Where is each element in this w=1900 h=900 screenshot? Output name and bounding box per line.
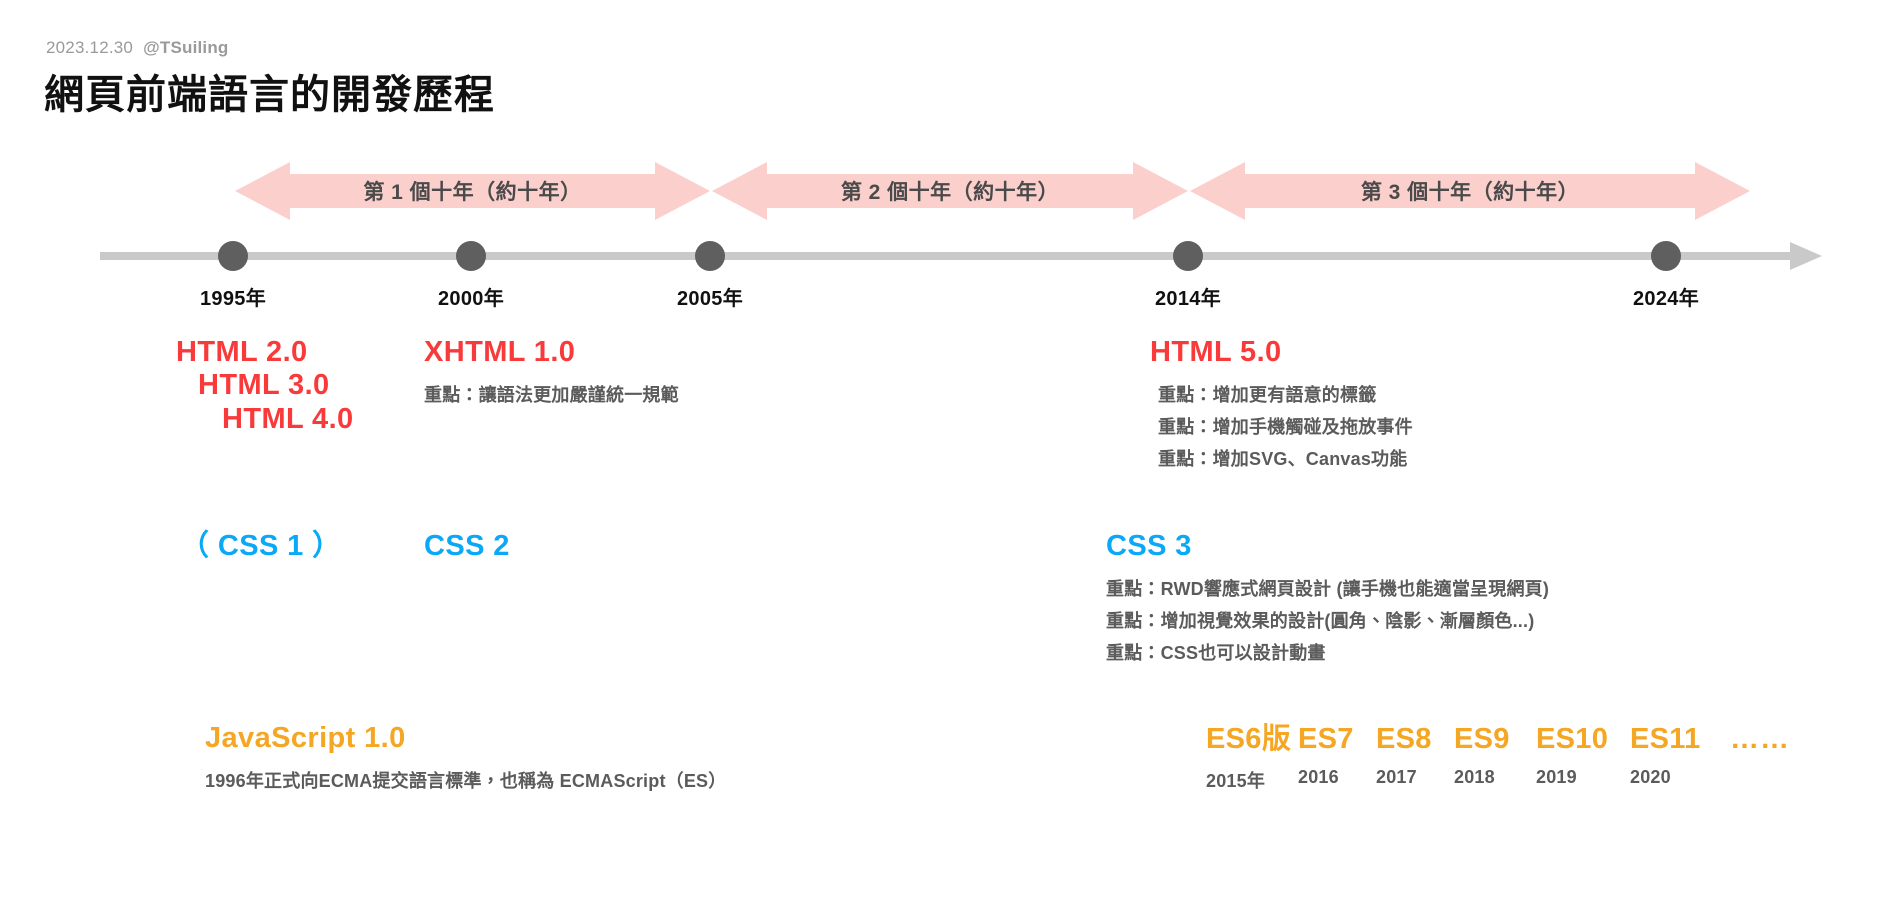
entry-xhtml: XHTML 1.0 重點：讓語法更加嚴謹統一規範 — [424, 336, 679, 411]
es-name-es10: ES10 — [1536, 723, 1609, 755]
es-year-es9: 2018 — [1454, 766, 1495, 787]
es-year-es11: 2020 — [1630, 766, 1671, 787]
year-label-2005: 2005年 — [677, 288, 743, 310]
es-column-es7: ES7 2016 — [1298, 722, 1376, 788]
es-year-es7: 2016 — [1298, 766, 1339, 787]
es-name-es8: ES8 — [1376, 723, 1432, 755]
css3-note-1: 重點：RWD響應式網頁設計 (讓手機也能適當呈現網頁) — [1106, 579, 1550, 600]
entry-css2: CSS 2 — [424, 530, 510, 563]
es-name-es7: ES7 — [1298, 723, 1354, 755]
es-column-es6: ES6版 2015年 — [1206, 722, 1298, 793]
es-column-es11: ES11 2020 — [1630, 722, 1730, 788]
entry-javascript: JavaScript 1.0 1996年正式向ECMA提交語言標準，也稱為 EC… — [205, 722, 726, 797]
es-column-es8: ES8 2017 — [1376, 722, 1454, 788]
javascript-note-1: 1996年正式向ECMA提交語言標準，也稱為 ECMAScript（ES） — [205, 771, 727, 792]
es-name-es6: ES6版 — [1206, 723, 1292, 755]
html-version-3: HTML 3.0 — [198, 369, 330, 402]
entry-ecmascript-versions: ES6版 2015年 ES7 2016 ES8 2017 ES9 2018 ES… — [1206, 722, 1790, 793]
css2-title: CSS 2 — [424, 530, 510, 562]
decade-label-3: 第 3 個十年（約十年） — [1360, 181, 1580, 204]
es-name-es11: ES11 — [1630, 723, 1701, 755]
html5-title: HTML 5.0 — [1150, 336, 1282, 368]
html-version-4: HTML 4.0 — [222, 402, 354, 435]
es-year-es10: 2019 — [1536, 766, 1577, 787]
css3-note-2: 重點：增加視覺效果的設計(圓角、陰影、漸層顏色...) — [1106, 611, 1535, 632]
axis-line-icon — [100, 241, 1822, 271]
css3-title: CSS 3 — [1106, 530, 1192, 562]
entry-css1: （ CSS 1 ） — [180, 530, 342, 563]
decade-band: 第 1 個十年（約十年） 第 2 個十年（約十年） 第 3 個十年（約十年） — [0, 160, 1900, 222]
page-title: 網頁前端語言的開發歷程 — [44, 73, 495, 117]
entry-css3: CSS 3 重點：RWD響應式網頁設計 (讓手機也能適當呈現網頁) 重點：增加視… — [1106, 530, 1549, 669]
byline-handle: @TSuiling — [143, 38, 229, 57]
html5-note-2: 重點：增加手機觸碰及拖放事件 — [1158, 417, 1413, 438]
xhtml-note-1: 重點：讓語法更加嚴謹統一規範 — [424, 385, 679, 406]
year-label-2000: 2000年 — [438, 288, 504, 310]
html5-note-1: 重點：增加更有語意的標籤 — [1158, 385, 1377, 406]
year-label-2024: 2024年 — [1633, 288, 1699, 310]
es-column-more: …… — [1730, 722, 1790, 757]
year-label-2014: 2014年 — [1155, 288, 1221, 310]
year-label-1995: 1995年 — [200, 288, 266, 310]
es-year-es8: 2017 — [1376, 766, 1417, 787]
entry-html-early: HTML 2.0 HTML 3.0 HTML 4.0 — [176, 336, 354, 436]
entry-html5: HTML 5.0 重點：增加更有語意的標籤 重點：增加手機觸碰及拖放事件 重點：… — [1150, 336, 1413, 475]
es-name-es9: ES9 — [1454, 723, 1510, 755]
xhtml-title: XHTML 1.0 — [424, 336, 576, 368]
byline-date: 2023.12.30 — [46, 38, 134, 57]
es-column-es10: ES10 2019 — [1536, 722, 1630, 788]
css1-title: （ CSS 1 ） — [180, 530, 342, 562]
html5-note-3: 重點：增加SVG、Canvas功能 — [1158, 449, 1408, 470]
byline: 2023.12.30 @TSuiling — [46, 38, 229, 58]
decade-label-1: 第 1 個十年（約十年） — [363, 181, 582, 204]
axis-arrowhead-icon — [1790, 242, 1822, 270]
es-ellipsis: …… — [1730, 723, 1790, 755]
es-year-es6: 2015年 — [1206, 770, 1266, 791]
timeline-axis — [0, 232, 1900, 292]
javascript-title: JavaScript 1.0 — [205, 722, 406, 754]
css3-note-3: 重點：CSS也可以設計動畫 — [1106, 643, 1326, 664]
decade-arrows-icon — [235, 162, 1750, 220]
es-column-es9: ES9 2018 — [1454, 722, 1536, 788]
html-version-2: HTML 2.0 — [176, 336, 308, 368]
decade-label-2: 第 2 個十年（約十年） — [840, 181, 1060, 204]
